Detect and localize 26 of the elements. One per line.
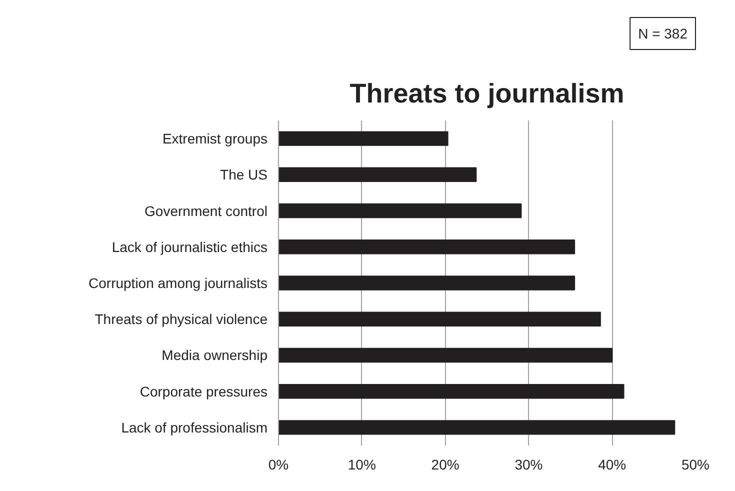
x-tick-label: 50% xyxy=(681,456,710,472)
x-tick-label: 40% xyxy=(598,456,626,472)
x-tick-label: 10% xyxy=(348,456,376,472)
bar xyxy=(278,240,576,254)
bar xyxy=(278,203,522,218)
y-tick-label: Government control xyxy=(144,202,268,219)
y-tick-label: Corruption among journalists xyxy=(88,275,268,291)
bar xyxy=(278,384,624,399)
x-tick-label: 20% xyxy=(431,456,460,472)
bar xyxy=(278,420,676,435)
bar xyxy=(278,167,477,182)
chart-title: Threats to journalism xyxy=(350,78,624,108)
text: N = 382 xyxy=(638,26,688,42)
x-tick-label: 30% xyxy=(514,456,543,472)
y-tick-label: Threats of physical violence xyxy=(94,311,268,328)
bar xyxy=(278,131,448,146)
x-tick-label: 0% xyxy=(268,456,289,472)
y-tick-label: Extremist groups xyxy=(162,130,268,147)
bar xyxy=(278,312,601,326)
bar xyxy=(278,348,613,363)
bar xyxy=(278,276,576,290)
y-tick-label: Corporate pressures xyxy=(140,383,268,400)
y-tick-label: Lack of professionalism xyxy=(121,419,268,436)
y-tick-label: The US xyxy=(220,166,268,183)
y-tick-label: Lack of journalistic ethics xyxy=(112,238,268,255)
y-tick-label: Media ownership xyxy=(162,347,268,364)
